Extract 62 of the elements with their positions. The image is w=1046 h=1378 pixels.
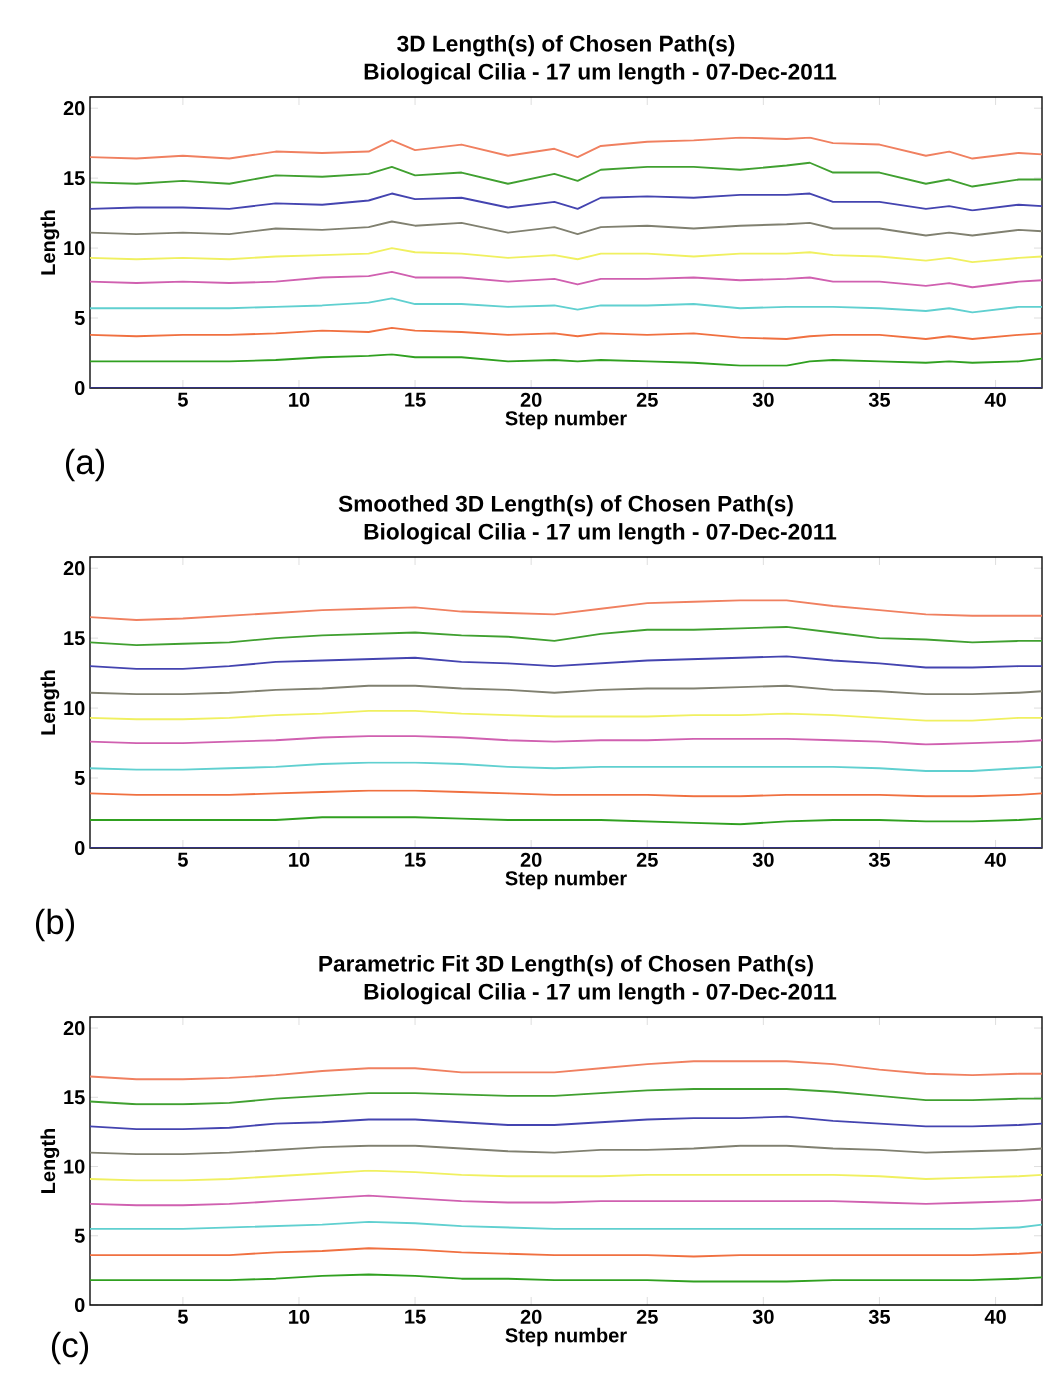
y-tick-label: 0 xyxy=(74,380,85,396)
x-tick-label: 30 xyxy=(752,392,774,407)
line-series xyxy=(90,270,1043,289)
text: (a) xyxy=(65,448,105,482)
line-series xyxy=(90,161,1043,188)
y-tick-label: 15 xyxy=(64,171,85,186)
y-tick-label: 5 xyxy=(74,311,85,326)
chart-title: 3D Length(s) of Chosen Path(s) xyxy=(397,35,735,57)
y-tick-label: 0 xyxy=(74,840,85,856)
y-axis-title: Length xyxy=(40,670,60,735)
chart-title: Smoothed 3D Length(s) of Chosen Path(s) xyxy=(338,495,793,517)
y-tick-label: 0 xyxy=(74,1297,85,1313)
y-tick-label: 20 xyxy=(63,101,85,116)
x-tick-label: 10 xyxy=(289,1309,310,1324)
x-tick-label: 30 xyxy=(752,1309,774,1324)
y-tick-label: 10 xyxy=(64,241,85,256)
x-axis-title: Step number xyxy=(505,1327,627,1347)
chart-subtitle: Biological Cilia - 17 um length - 07-Dec-2011 xyxy=(364,983,837,1005)
y-tick-label: 10 xyxy=(64,701,85,716)
y-tick-label: 5 xyxy=(74,1228,85,1243)
x-tick-label: 10 xyxy=(289,852,310,867)
x-tick-label: 5 xyxy=(177,392,188,407)
x-tick-label: 35 xyxy=(868,852,891,867)
x-tick-label: 15 xyxy=(405,852,426,867)
x-axis-title: Step number xyxy=(505,410,627,430)
text: (c) xyxy=(51,1331,89,1365)
x-tick-label: 30 xyxy=(752,852,774,867)
x-tick-label: 40 xyxy=(984,1309,1006,1324)
x-tick-label: 35 xyxy=(868,392,891,407)
x-tick-label: 15 xyxy=(405,1309,426,1324)
text: (b) xyxy=(35,908,75,942)
y-tick-label: 15 xyxy=(64,631,85,646)
y-axis-title: Length xyxy=(40,1128,60,1193)
line-series xyxy=(90,326,1043,340)
chart-title: Parametric Fit 3D Length(s) of Chosen Path(s) xyxy=(319,955,813,977)
line-series xyxy=(90,684,1043,696)
line-series xyxy=(90,220,1043,237)
y-axis-title: Length xyxy=(40,210,60,275)
x-tick-label: 5 xyxy=(177,852,188,867)
x-tick-label: 25 xyxy=(636,852,658,867)
x-tick-label: 10 xyxy=(289,392,310,407)
line-series xyxy=(90,247,1043,264)
line-series xyxy=(90,136,1043,160)
chart-subtitle: Biological Cilia - 17 um length - 07-Dec-2011 xyxy=(364,523,837,545)
y-tick-label: 20 xyxy=(63,1020,85,1036)
x-tick-label: 20 xyxy=(520,852,542,867)
x-tick-label: 40 xyxy=(984,852,1006,867)
chart-subtitle: Biological Cilia - 17 um length - 07-Dec-2011 xyxy=(364,63,837,85)
y-tick-label: 15 xyxy=(64,1090,85,1105)
x-tick-label: 20 xyxy=(520,1309,542,1324)
y-tick-label: 5 xyxy=(74,771,85,786)
x-tick-label: 15 xyxy=(405,392,426,407)
x-tick-label: 25 xyxy=(636,1309,658,1324)
x-tick-label: 35 xyxy=(868,1309,891,1324)
y-tick-label: 10 xyxy=(64,1159,85,1174)
x-axis-title: Step number xyxy=(505,870,627,890)
x-tick-label: 40 xyxy=(984,392,1006,407)
x-tick-label: 5 xyxy=(177,1309,188,1324)
line-series xyxy=(90,192,1043,212)
y-tick-label: 20 xyxy=(63,561,85,576)
x-tick-label: 25 xyxy=(636,392,658,407)
x-tick-label: 20 xyxy=(520,392,542,407)
